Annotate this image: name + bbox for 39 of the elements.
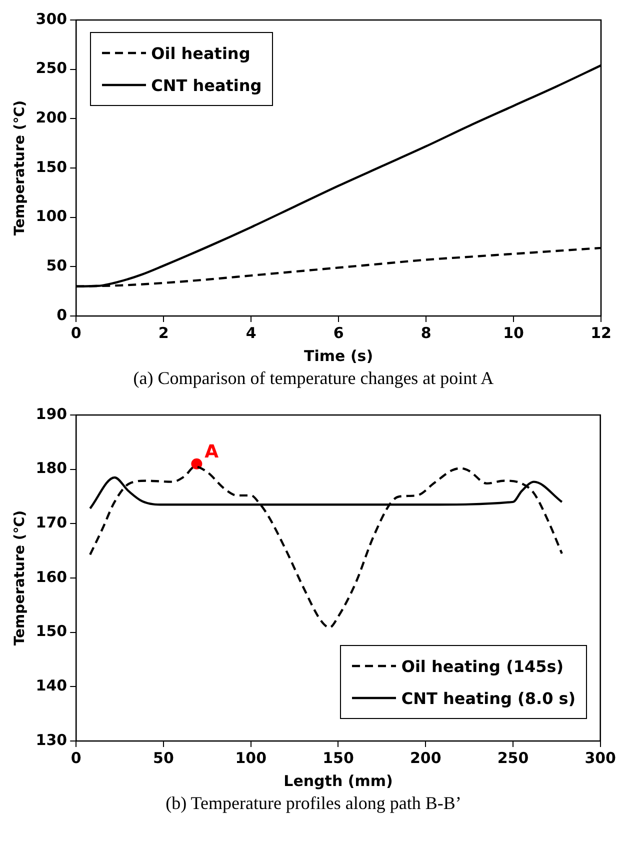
y-axis-title: Temperature (℃) bbox=[12, 100, 28, 236]
y-tick-label: 100 bbox=[36, 207, 68, 226]
x-tick-label: 100 bbox=[235, 748, 267, 767]
y-tick-label: 150 bbox=[36, 158, 68, 176]
legend-label: Oil heating bbox=[151, 44, 250, 62]
y-tick-label: 170 bbox=[36, 514, 68, 532]
legend-label: Oil heating (145s) bbox=[401, 656, 564, 676]
x-tick-label: 0 bbox=[70, 748, 82, 767]
x-tick-label: 4 bbox=[246, 324, 256, 342]
y-tick-label: 130 bbox=[36, 730, 68, 749]
y-tick-label: 50 bbox=[46, 256, 68, 275]
annotation: A bbox=[204, 442, 219, 463]
text: (a) Comparison of temperature changes at point A bbox=[132, 368, 495, 389]
x-tick-label: 0 bbox=[70, 324, 82, 342]
x-tick-label: 150 bbox=[322, 748, 354, 767]
x-tick-label: 10 bbox=[503, 324, 524, 342]
y-tick-label: 200 bbox=[36, 108, 68, 127]
x-tick-label: 2 bbox=[158, 324, 169, 342]
x-tick-label: 8 bbox=[420, 324, 432, 342]
y-tick-label: 190 bbox=[36, 404, 68, 423]
x-tick-label: 200 bbox=[410, 748, 442, 767]
x-tick-label: 50 bbox=[153, 748, 174, 767]
text: (b) Temperature profiles along path B-B’ bbox=[164, 793, 462, 814]
y-tick-label: 180 bbox=[36, 459, 68, 478]
y-tick-label: 150 bbox=[36, 622, 68, 640]
y-tick-label: 0 bbox=[56, 306, 68, 324]
x-tick-label: 300 bbox=[584, 748, 616, 767]
y-tick-label: 250 bbox=[36, 59, 68, 78]
y-tick-label: 300 bbox=[36, 10, 68, 28]
legend-label: CNT heating (8.0 s) bbox=[401, 688, 576, 708]
y-axis-title: Temperature (℃) bbox=[12, 510, 28, 646]
x-tick-label: 250 bbox=[497, 748, 529, 767]
y-tick-label: 160 bbox=[36, 568, 68, 586]
y-tick-label: 140 bbox=[36, 676, 68, 695]
x-axis-title: Time (s) bbox=[304, 346, 374, 365]
x-axis-title: Length (mm) bbox=[284, 772, 393, 790]
legend-label: CNT heating bbox=[151, 76, 262, 94]
x-tick-label: 12 bbox=[590, 324, 612, 342]
x-tick-label: 6 bbox=[333, 324, 344, 342]
